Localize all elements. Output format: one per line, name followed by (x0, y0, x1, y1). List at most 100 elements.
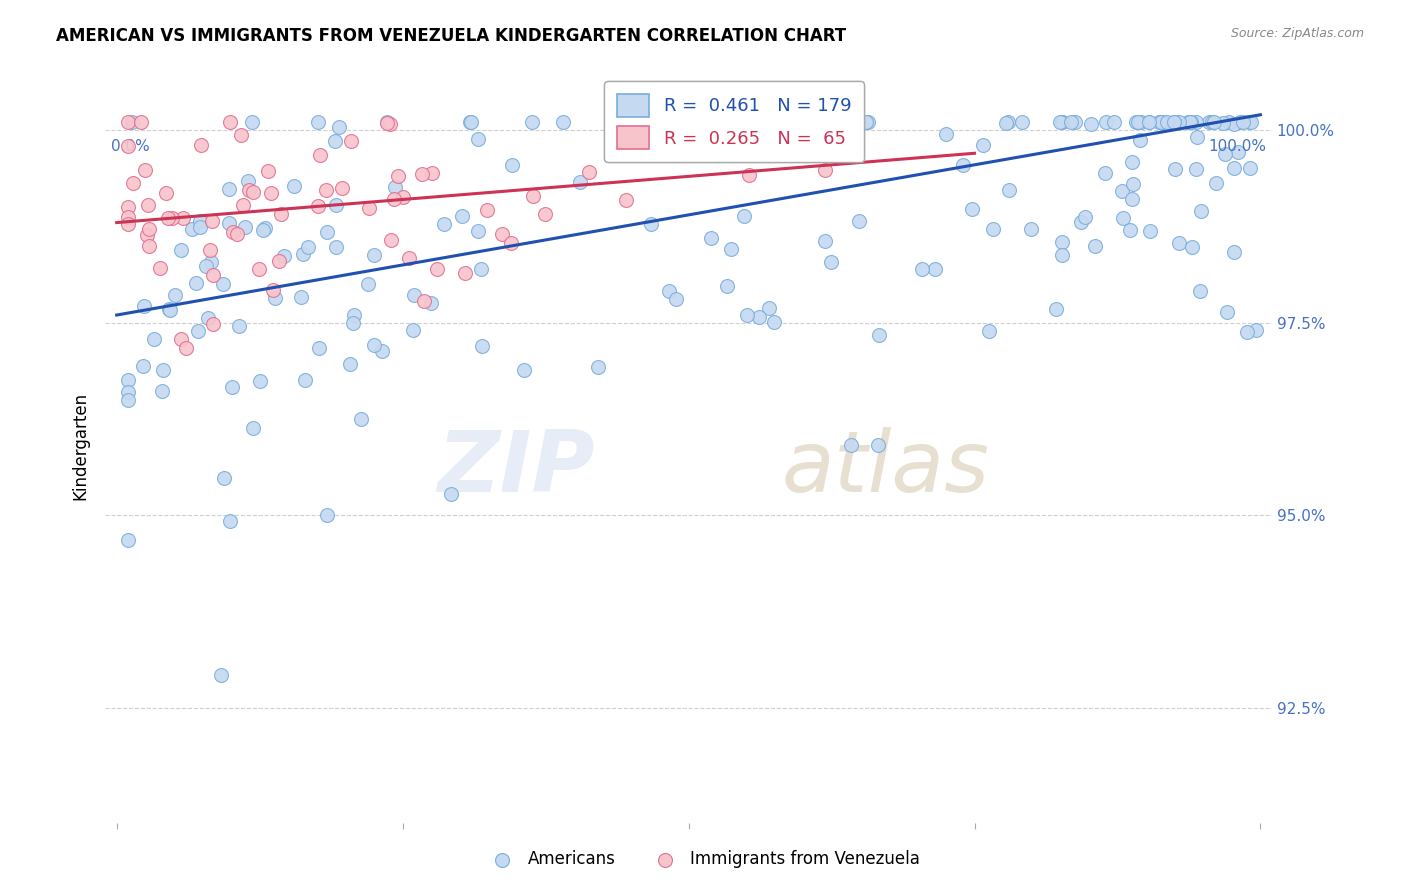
Point (419, 295, 441, 310)
Text: ZIP: ZIP (437, 427, 595, 510)
Point (323, 135, 346, 149)
Point (501, 158, 523, 172)
Point (121, 115, 143, 129)
Point (1094, 166, 1116, 180)
Point (467, 224, 489, 238)
Point (252, 223, 274, 237)
Point (1213, 146, 1236, 161)
Point (160, 211, 183, 225)
Point (328, 120, 350, 134)
Point (292, 247, 315, 261)
Point (1202, 115, 1225, 129)
Point (426, 261, 449, 276)
Point (737, 308, 759, 322)
Point (1178, 115, 1201, 129)
Point (960, 202, 983, 217)
Point (1240, 115, 1263, 129)
Point (155, 186, 177, 200)
Point (1201, 115, 1223, 129)
Point (209, 667, 232, 681)
Point (737, 168, 759, 182)
Point (339, 357, 361, 371)
Point (129, 115, 152, 129)
Point (176, 341, 198, 355)
Point (363, 248, 385, 262)
Point (138, 221, 160, 235)
Point (1102, 115, 1125, 129)
Point (117, 373, 139, 387)
Point (180, 221, 202, 235)
Point (260, 186, 283, 200)
Point (758, 301, 780, 315)
Point (420, 166, 443, 180)
Point (202, 317, 225, 331)
Point (264, 291, 287, 305)
Point (848, 214, 870, 228)
Point (1111, 184, 1133, 198)
Point (325, 198, 347, 212)
Point (212, 277, 235, 291)
Point (315, 225, 337, 239)
Point (981, 222, 1004, 236)
Point (308, 148, 330, 162)
Point (513, 362, 536, 376)
Point (814, 162, 837, 177)
Point (117, 533, 139, 548)
Point (839, 438, 862, 452)
Point (1011, 115, 1033, 129)
Point (491, 227, 513, 242)
Point (522, 115, 544, 129)
Point (159, 303, 181, 318)
Point (290, 290, 312, 304)
Point (117, 200, 139, 214)
Point (253, 220, 276, 235)
Point (398, 251, 420, 265)
Point (460, 115, 482, 129)
Point (371, 343, 394, 358)
Point (342, 316, 364, 330)
Point (132, 299, 155, 313)
Point (1129, 115, 1152, 129)
Point (1150, 115, 1173, 129)
Point (283, 178, 305, 193)
Point (1185, 115, 1208, 129)
Point (1121, 154, 1143, 169)
Point (384, 180, 406, 194)
Point (240, 115, 263, 129)
Point (935, 128, 957, 142)
Point (998, 183, 1021, 197)
Point (172, 211, 194, 226)
Point (977, 324, 1000, 338)
Point (720, 242, 742, 256)
Point (325, 240, 347, 254)
Point (470, 261, 492, 276)
Point (451, 210, 474, 224)
Point (1237, 115, 1260, 129)
Point (136, 198, 159, 212)
Point (411, 167, 433, 181)
Point (733, 209, 755, 223)
Point (1180, 115, 1202, 129)
Point (315, 508, 337, 523)
Point (1112, 211, 1135, 226)
Point (1189, 204, 1212, 219)
Point (1060, 115, 1083, 129)
Point (994, 116, 1017, 130)
Point (184, 277, 207, 291)
Point (534, 207, 557, 221)
Point (1139, 115, 1161, 129)
Point (142, 332, 165, 346)
Point (363, 338, 385, 352)
Point (122, 176, 145, 190)
Point (766, 115, 789, 129)
Point (249, 374, 271, 388)
Point (270, 207, 292, 221)
Point (1122, 177, 1144, 191)
Point (1147, 115, 1170, 129)
Point (343, 308, 366, 322)
Point (1189, 284, 1212, 298)
Point (1137, 115, 1160, 129)
Point (1163, 115, 1185, 129)
Point (152, 362, 174, 376)
Point (1129, 133, 1152, 147)
